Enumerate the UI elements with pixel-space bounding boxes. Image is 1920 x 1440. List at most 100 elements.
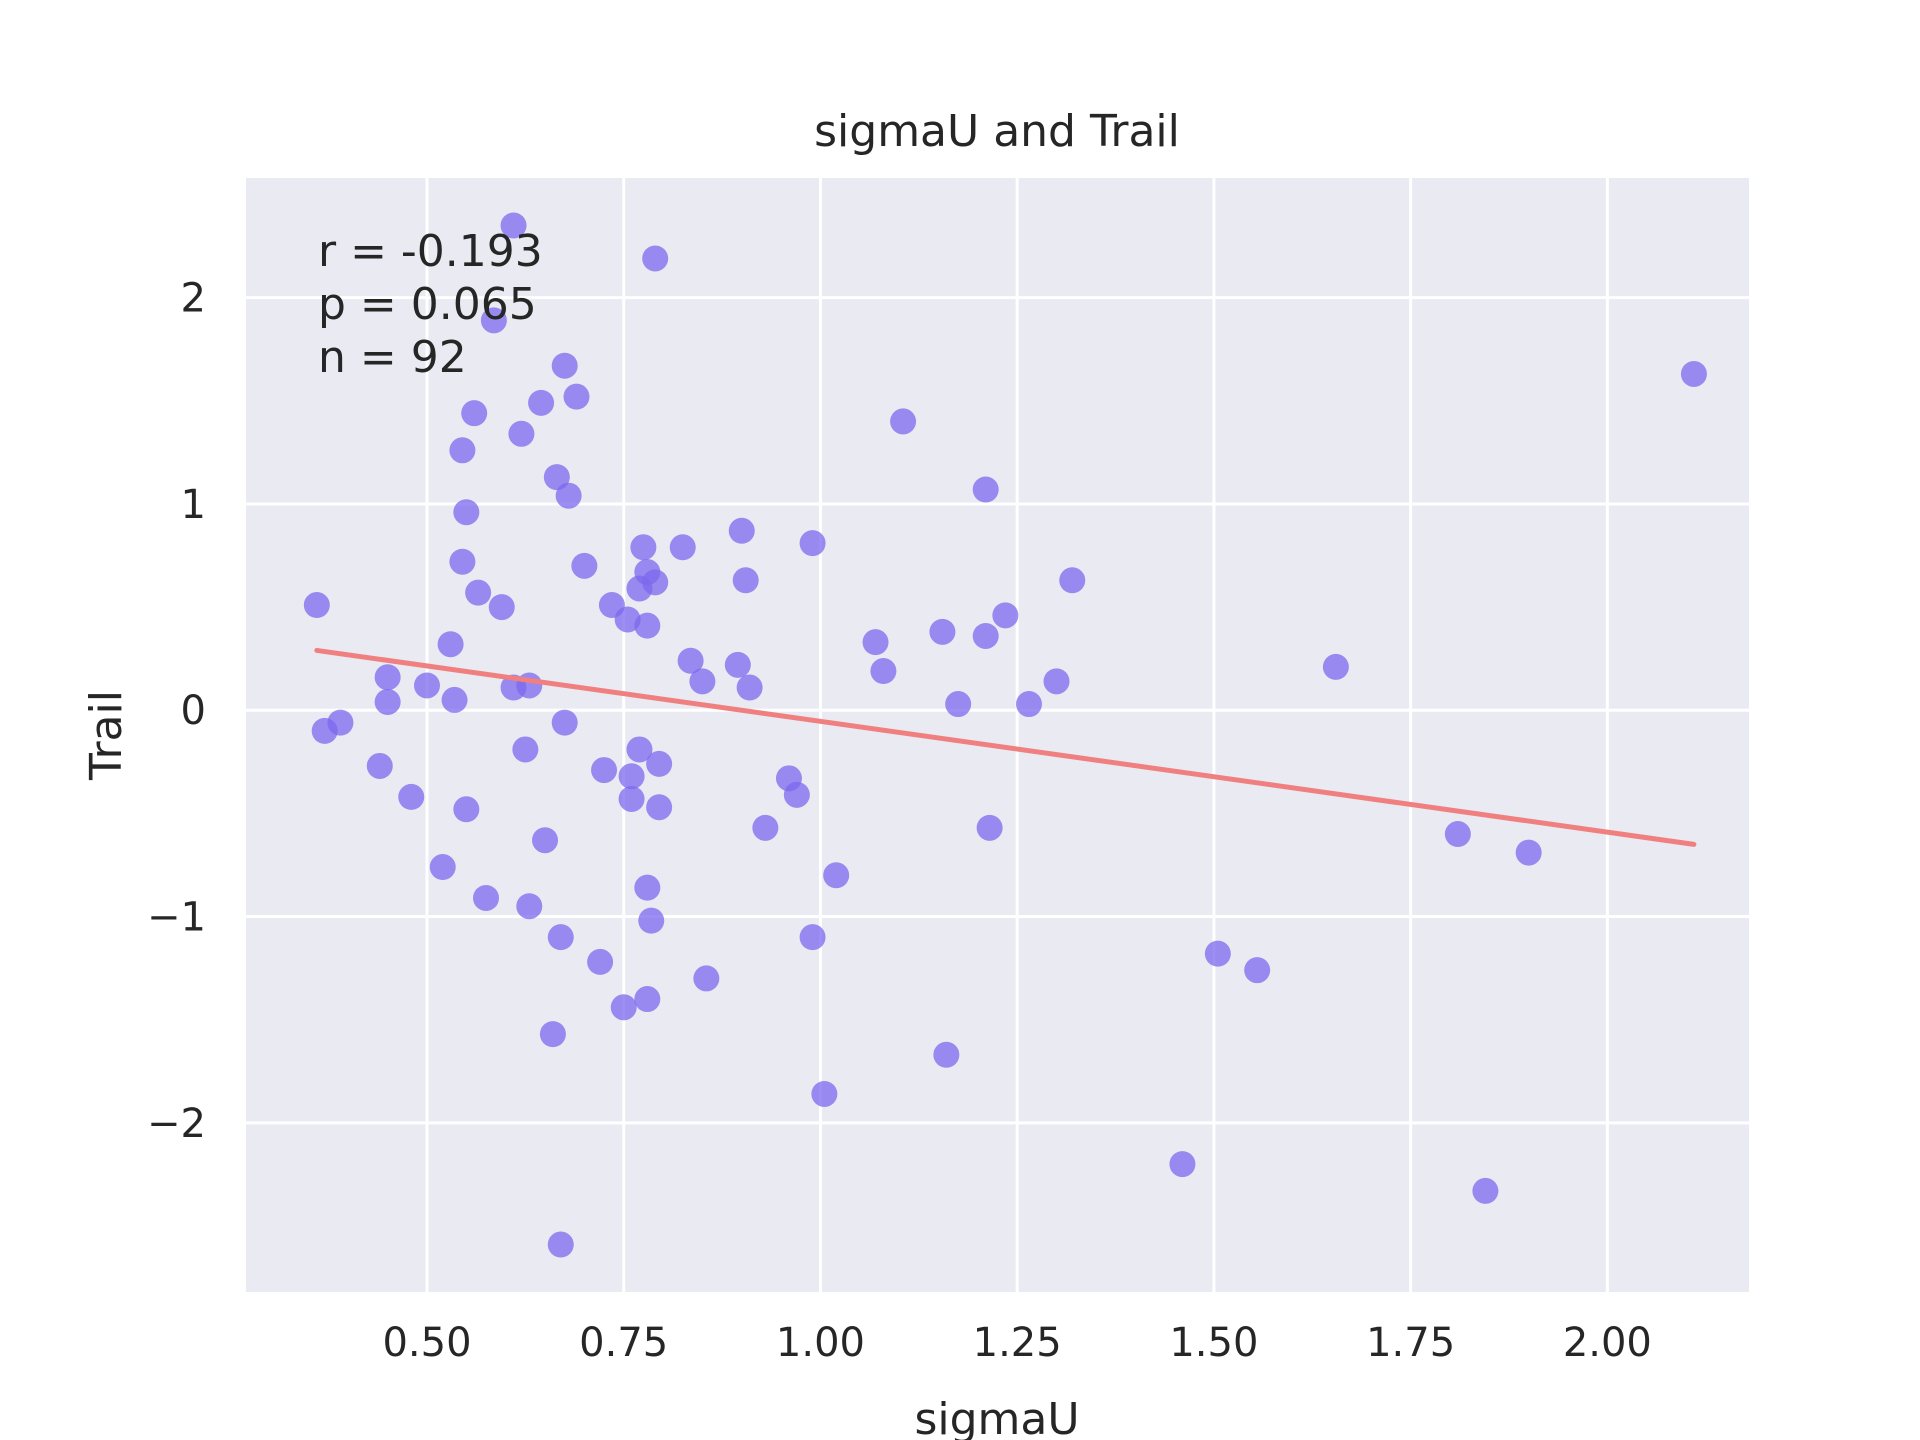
data-point <box>992 602 1019 629</box>
data-point <box>327 709 354 736</box>
data-point <box>532 827 559 854</box>
data-point <box>642 245 669 272</box>
plot-area <box>246 178 1749 1292</box>
grid-lines <box>246 178 1749 1292</box>
data-point <box>630 534 657 561</box>
x-tick-labels: 0.50 0.75 1.00 1.25 1.50 1.75 2.00 <box>382 1320 1651 1366</box>
data-point <box>551 709 578 736</box>
data-point <box>547 1231 574 1258</box>
data-point <box>571 552 598 579</box>
stat-r: r = -0.193 <box>318 226 543 277</box>
data-point <box>587 948 614 975</box>
data-point <box>508 420 535 447</box>
data-point <box>634 612 661 639</box>
data-point <box>799 924 826 951</box>
data-point <box>642 569 669 596</box>
y-tick-label: 2 <box>181 276 206 322</box>
data-point <box>646 794 673 821</box>
stat-n: n = 92 <box>318 332 467 383</box>
data-point <box>736 674 763 701</box>
data-point <box>1472 1177 1499 1204</box>
x-tick-label: 1.00 <box>776 1320 865 1366</box>
data-point <box>539 1021 566 1048</box>
x-axis-label: sigmaU <box>914 1394 1079 1440</box>
data-point <box>823 862 850 889</box>
data-point <box>693 965 720 992</box>
data-point <box>783 781 810 808</box>
data-point <box>638 907 665 934</box>
data-point <box>1322 653 1349 680</box>
data-point <box>1043 668 1070 695</box>
data-point <box>516 672 543 699</box>
data-point <box>516 893 543 920</box>
data-point <box>1015 691 1042 718</box>
data-point <box>366 752 393 779</box>
data-point <box>413 672 440 699</box>
y-tick-label: −2 <box>147 1101 206 1147</box>
data-point <box>929 618 956 645</box>
data-point <box>1680 360 1707 387</box>
data-points <box>303 212 1707 1258</box>
y-tick-label: 0 <box>181 688 206 734</box>
data-point <box>500 212 527 239</box>
data-point <box>512 736 539 763</box>
x-tick-label: 1.25 <box>973 1320 1062 1366</box>
x-tick-label: 0.75 <box>579 1320 668 1366</box>
data-point <box>453 796 480 823</box>
regression-line <box>314 647 1697 847</box>
data-point <box>972 476 999 503</box>
chart-title: sigmaU and Trail <box>814 106 1180 157</box>
data-point <box>732 567 759 594</box>
data-point <box>1244 957 1271 984</box>
data-point <box>449 437 476 464</box>
data-point <box>1444 821 1471 848</box>
data-point <box>543 464 570 491</box>
data-point <box>429 854 456 881</box>
data-point <box>634 986 661 1013</box>
data-point <box>614 606 641 633</box>
data-point <box>437 631 464 658</box>
data-point <box>547 924 574 951</box>
data-point <box>610 994 637 1021</box>
data-point <box>811 1080 838 1107</box>
data-point <box>480 307 507 334</box>
data-point <box>449 548 476 575</box>
data-point <box>551 352 578 379</box>
data-point <box>646 750 673 777</box>
data-point <box>626 736 653 763</box>
data-point <box>461 400 488 427</box>
data-point <box>528 389 555 416</box>
data-point <box>374 688 401 715</box>
data-point <box>303 592 330 619</box>
data-point <box>634 874 661 901</box>
data-point <box>473 884 500 911</box>
data-point <box>728 517 755 544</box>
data-point <box>1204 940 1231 967</box>
y-tick-label: 1 <box>181 482 206 528</box>
x-tick-label: 1.75 <box>1366 1320 1455 1366</box>
x-tick-label: 2.00 <box>1563 1320 1652 1366</box>
data-point <box>563 383 590 410</box>
data-point <box>1169 1151 1196 1178</box>
data-point <box>669 534 696 561</box>
data-point <box>724 651 751 678</box>
data-point <box>972 622 999 649</box>
y-tick-labels: −2 −1 0 1 2 <box>147 276 206 1147</box>
data-point <box>677 647 704 674</box>
data-point <box>752 814 779 841</box>
y-tick-label: −1 <box>147 895 206 941</box>
y-axis-label: Trail <box>81 690 132 781</box>
data-point <box>976 814 1003 841</box>
data-point <box>374 664 401 691</box>
data-point <box>453 499 480 526</box>
data-point <box>945 691 972 718</box>
data-point <box>799 530 826 557</box>
data-point <box>618 763 645 790</box>
stat-p: p = 0.065 <box>318 279 537 330</box>
data-point <box>890 408 917 435</box>
data-point <box>1059 567 1086 594</box>
data-point <box>465 579 492 606</box>
data-point <box>591 757 618 784</box>
data-point <box>488 594 515 621</box>
